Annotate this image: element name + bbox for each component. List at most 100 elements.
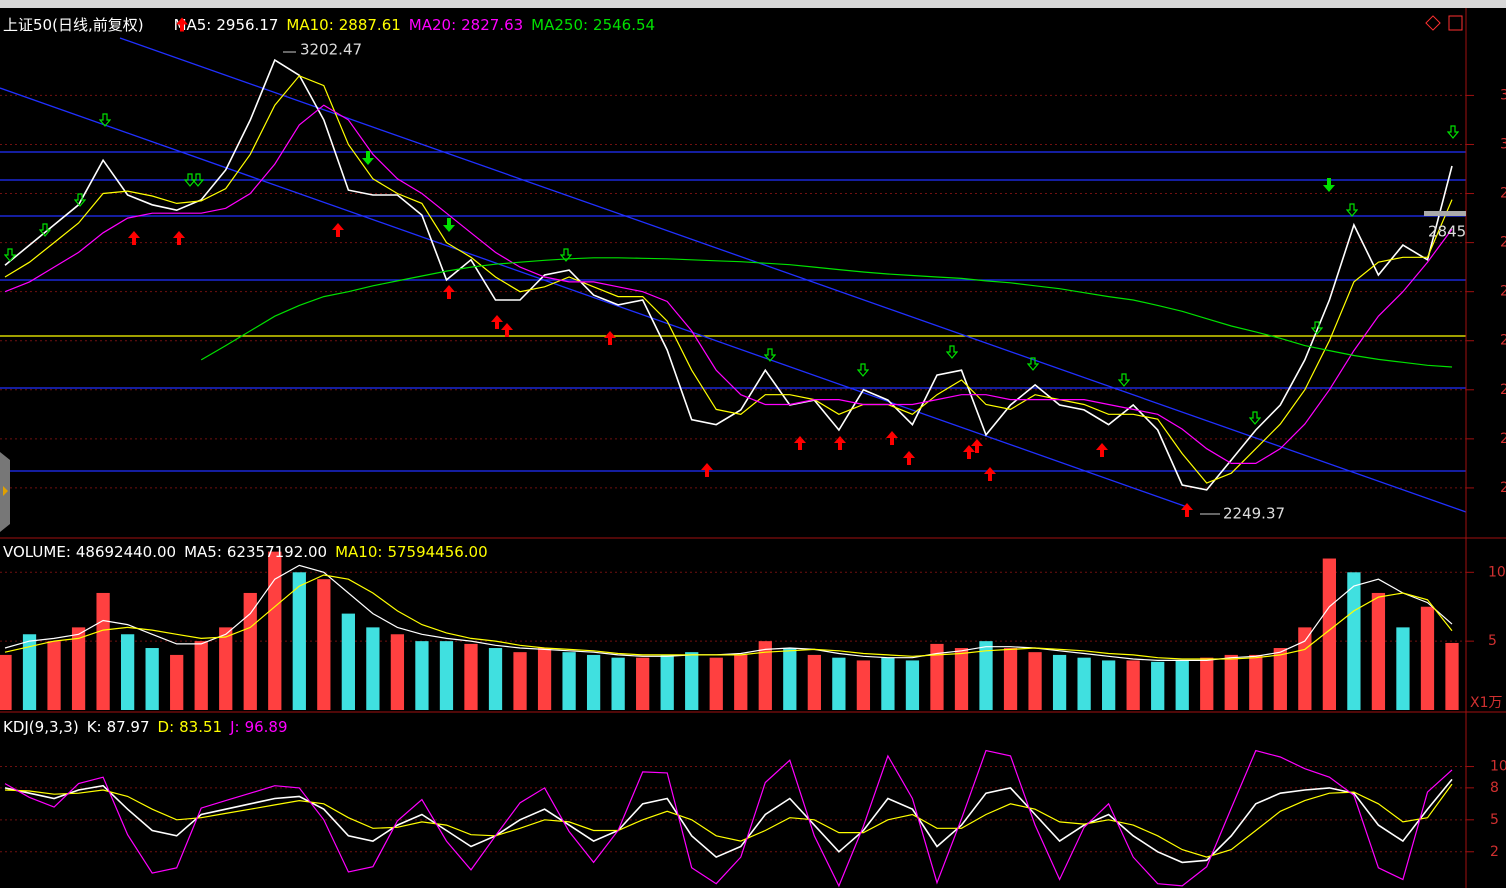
- volume-header: VOLUME: 48692440.00 MA5: 62357192.00 MA10: 57…: [3, 543, 488, 561]
- volume-bar: [22, 634, 37, 710]
- window-button[interactable]: [1425, 15, 1441, 31]
- volume-bar: [881, 657, 895, 710]
- volume-bar: [807, 654, 821, 710]
- panel: [4, 58, 1453, 491]
- volume-bar: [1126, 660, 1140, 710]
- volume-bar: [1273, 648, 1287, 710]
- legend-text: 87.97: [107, 718, 150, 736]
- volume-bar: [1200, 657, 1214, 710]
- volume-bar: [47, 641, 61, 710]
- cursor-label: 2845: [1428, 223, 1466, 241]
- legend-text: D:: [158, 718, 175, 736]
- series-line: [4, 564, 1453, 661]
- volume-bar: [1347, 572, 1361, 710]
- volume-bar: [1028, 652, 1042, 710]
- menu-strip: [0, 0, 1506, 8]
- series-line: [4, 58, 1453, 491]
- min-label: 2249.37: [1223, 505, 1285, 523]
- y-tick-label: 2: [1500, 431, 1506, 447]
- volume-bar: [268, 551, 282, 710]
- panel: [0, 551, 1459, 710]
- y-tick-label: 2: [1500, 333, 1506, 349]
- series-line: [4, 104, 1453, 464]
- volume-bar: [415, 641, 429, 710]
- volume-bar: [1322, 558, 1337, 710]
- title: 上证50(日线,前复权): [3, 16, 144, 34]
- volume-bar: [709, 657, 723, 710]
- legend-text: MA10:: [286, 16, 333, 34]
- window-button[interactable]: [1448, 15, 1463, 31]
- y-tick-label: 2: [1500, 284, 1506, 300]
- volume-bar: [513, 652, 527, 710]
- volume-bar: [783, 648, 797, 710]
- legend-text: MA250:: [531, 16, 588, 34]
- kdj-header: KDJ(9,3,3) K: 87.97 D: 83.51 J: 96.89: [3, 718, 288, 736]
- volume-bar: [979, 641, 993, 710]
- volume-bar: [1371, 592, 1386, 710]
- volume-bar: [685, 652, 699, 710]
- volume-bar: [292, 572, 306, 710]
- volume-bar: [1102, 660, 1116, 710]
- volume-bar: [390, 634, 405, 710]
- legend-text: 2546.54: [593, 16, 655, 34]
- volume-bar: [1052, 654, 1067, 710]
- grid: [0, 94, 1466, 853]
- volume-bar: [219, 627, 233, 710]
- volume-bar: [586, 654, 601, 710]
- volume-bar: [1003, 648, 1018, 710]
- title: KDJ(9,3,3): [3, 718, 79, 736]
- legend-text: 48692440.00: [76, 543, 176, 561]
- legend-text: 96.89: [245, 718, 288, 736]
- volume-bar: [120, 634, 135, 710]
- volume-bar: [930, 643, 944, 710]
- y-tick-label: 10: [1488, 564, 1506, 580]
- volume-bar: [1077, 657, 1091, 710]
- volume-bar: [636, 657, 650, 710]
- volume-bar: [1151, 661, 1165, 710]
- side-tab-arrow: [3, 486, 8, 496]
- volume-bar: [1249, 654, 1263, 710]
- legend-text: VOLUME:: [3, 543, 71, 561]
- volume-bar: [832, 657, 846, 710]
- legend-text: K:: [87, 718, 102, 736]
- volume-bar: [734, 654, 748, 710]
- volume-bar: [1396, 627, 1410, 710]
- legend-text: MA20:: [409, 16, 456, 34]
- y-tick-label: 2: [1490, 844, 1499, 860]
- volume-bar: [1175, 660, 1189, 710]
- y-tick-label: 3: [1500, 87, 1506, 103]
- legend-text: J:: [229, 718, 239, 736]
- volume-bar: [366, 627, 380, 710]
- trend-line: [0, 87, 1191, 509]
- volume-bar: [71, 627, 86, 710]
- legend-text: 57594456.00: [387, 543, 487, 561]
- volume-bar: [758, 641, 772, 710]
- volume-bar: [1298, 627, 1312, 710]
- legend-text: 62357192.00: [227, 543, 327, 561]
- volume-bar: [194, 641, 208, 710]
- y-tick-label: 2: [1500, 235, 1506, 251]
- max-label: 3202.47: [300, 41, 362, 59]
- legend-text: 2956.17: [216, 16, 278, 34]
- volume-bar: [439, 641, 454, 710]
- volume-bar: [1224, 654, 1238, 710]
- volume-bar: [856, 660, 871, 710]
- volume-bar: [562, 652, 576, 710]
- y-tick-label: 8: [1490, 780, 1499, 796]
- y-tick-label: 2: [1500, 480, 1506, 496]
- series-line: [4, 749, 1453, 888]
- volume-bar: [611, 657, 625, 710]
- background: [0, 8, 1506, 888]
- legend-text: MA5:: [184, 543, 222, 561]
- y-tick-label: 3: [1500, 136, 1506, 152]
- series-line: [4, 574, 1453, 660]
- y-tick-label: 2: [1500, 186, 1506, 202]
- series-line: [200, 257, 1453, 368]
- volume-bar: [145, 648, 159, 710]
- volume-bar: [1445, 642, 1459, 710]
- volume-bar: [243, 592, 257, 710]
- legend-text: MA10:: [335, 543, 382, 561]
- volume-bar: [1420, 606, 1435, 710]
